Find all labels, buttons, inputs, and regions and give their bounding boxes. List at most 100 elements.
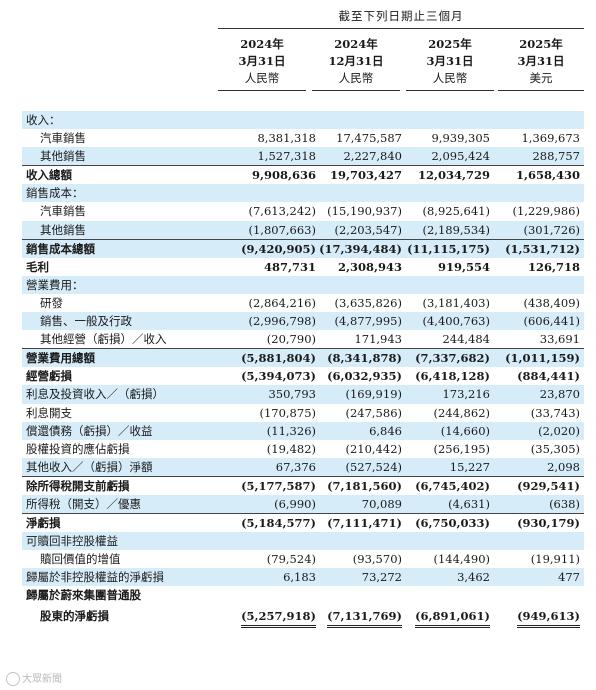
column-header-4: 2025年 3月31日 美元 xyxy=(498,36,584,91)
row-value: 350,793 xyxy=(268,387,316,402)
row-value: (301,726) xyxy=(523,222,580,237)
row-value: (949,613) xyxy=(517,607,580,628)
column-rule xyxy=(218,90,306,91)
statement-row: 汽車銷售 (7,613,242) (15,190,937) (8,925,641) (1… xyxy=(22,202,584,220)
row-label: 汽車銷售 xyxy=(40,204,86,219)
row-value: (7,131,769) xyxy=(327,607,402,628)
row-value: 8,381,318 xyxy=(257,131,316,146)
row-label: 歸屬於非控股權益的淨虧損 xyxy=(26,570,164,585)
row-value: (4,631) xyxy=(448,496,490,511)
row-label: 銷售、一般及行政 xyxy=(40,314,132,329)
row-value: (5,184,577) xyxy=(241,516,316,531)
row-value: (33,743) xyxy=(530,405,580,420)
statement-row: 其他經營（虧損）／收入 (20,790) 171,943 244,484 33,691 xyxy=(22,330,584,348)
statement-row: 營業費用： xyxy=(22,275,584,294)
watermark-text: 大眾新聞 xyxy=(22,674,62,685)
statement-row: 收入： xyxy=(22,111,584,130)
row-value: (3,181,403) xyxy=(422,295,490,310)
row-label: 歸屬於蔚來集團普通股 xyxy=(26,588,141,603)
row-value: 244,484 xyxy=(442,332,490,347)
column-year: 2025年 xyxy=(428,37,472,51)
row-value: (93,570) xyxy=(352,552,402,567)
row-label: 償還債務（虧損）／收益 xyxy=(26,423,153,438)
row-value: 33,691 xyxy=(539,332,580,347)
row-value: (144,490) xyxy=(433,552,490,567)
statement-row: 銷售成本： xyxy=(22,184,584,203)
row-value: (7,613,242) xyxy=(248,204,316,219)
column-year: 2024年 xyxy=(240,37,284,51)
row-label: 其他銷售 xyxy=(40,222,86,237)
row-value: 19,703,427 xyxy=(329,168,402,183)
row-value: 126,718 xyxy=(527,259,580,274)
statement-row: 除所得稅開支前虧損 (5,177,587) (7,181,560) (6,745,40… xyxy=(22,475,584,495)
row-label: 利息開支 xyxy=(26,405,72,420)
row-value: 3,462 xyxy=(457,570,490,585)
statement-row: 研發 (2,864,216) (3,635,826) (3,181,403) (438,… xyxy=(22,294,584,312)
row-value: (6,745,402) xyxy=(415,478,490,493)
statement-row: 經營虧損 (5,394,073) (6,032,935) (6,418,128) (88… xyxy=(22,367,584,385)
row-label: 經營虧損 xyxy=(26,369,72,384)
statement-row: 歸屬於非控股權益的淨虧損 6,183 73,272 3,462 477 xyxy=(22,568,584,587)
column-currency: 人民幣 xyxy=(244,71,280,85)
row-value: (606,441) xyxy=(523,314,580,329)
row-value: (930,179) xyxy=(517,516,580,531)
period-header-rule xyxy=(218,28,584,29)
row-value: 15,227 xyxy=(449,459,490,474)
statement-row: 銷售、一般及行政 (2,996,798) (4,877,995) (4,400,763… xyxy=(22,312,584,331)
row-value: 919,554 xyxy=(437,259,490,274)
row-value: (210,442) xyxy=(345,441,402,456)
row-value: (170,875) xyxy=(259,405,316,420)
statement-row: 利息及投資收入／（虧損） 350,793 (169,919) 173,216 23,87… xyxy=(22,385,584,404)
column-date: 3月31日 xyxy=(517,54,565,68)
row-value: 1,527,318 xyxy=(257,149,316,164)
row-label: 其他銷售 xyxy=(40,149,86,164)
row-value: (2,020) xyxy=(538,423,580,438)
row-value: 487,731 xyxy=(263,259,316,274)
column-header-2: 2024年 12月31日 人民幣 xyxy=(312,36,400,91)
row-value: 6,183 xyxy=(283,570,316,585)
statement-row: 可贖回非控股權益 xyxy=(22,532,584,551)
column-year: 2024年 xyxy=(334,37,378,51)
row-value: 173,216 xyxy=(442,387,490,402)
column-rule xyxy=(498,90,584,91)
row-value: (15,190,937) xyxy=(327,204,402,219)
row-value: (527,524) xyxy=(345,459,402,474)
row-value: 1,369,673 xyxy=(521,131,580,146)
row-label: 股權投資的應佔虧損 xyxy=(26,441,130,456)
row-value: (14,660) xyxy=(440,423,490,438)
statement-row: 利息開支 (170,875) (247,586) (244,862) (33,743) xyxy=(22,404,584,422)
period-header: 截至下列日期止三個月 xyxy=(338,9,464,23)
statement-row: 汽車銷售 8,381,318 17,475,587 9,939,305 1,369,67… xyxy=(22,129,584,147)
row-value: 2,308,943 xyxy=(337,259,402,274)
row-label: 除所得稅開支前虧損 xyxy=(26,478,130,493)
row-value: 12,034,729 xyxy=(417,168,490,183)
row-value: 70,089 xyxy=(361,496,402,511)
column-currency: 人民幣 xyxy=(432,71,468,85)
statement-row: 償還債務（虧損）／收益 (11,326) 6,846 (14,660) (2,020) xyxy=(22,421,584,440)
row-value: (438,409) xyxy=(523,295,580,310)
row-value: (929,541) xyxy=(517,478,580,493)
row-value: 477 xyxy=(558,570,580,585)
row-label: 收入： xyxy=(26,113,61,127)
row-value: (5,177,587) xyxy=(241,478,316,493)
column-currency: 美元 xyxy=(529,71,553,85)
row-value: 2,095,424 xyxy=(431,149,490,164)
row-value: (2,189,534) xyxy=(422,222,490,237)
column-rule xyxy=(312,90,400,91)
statement-row: 毛利 487,731 2,308,943 919,554 126,718 xyxy=(22,258,584,276)
row-label: 研發 xyxy=(40,295,63,310)
row-value: 17,475,587 xyxy=(336,131,402,146)
column-date: 12月31日 xyxy=(328,54,384,68)
income-statement-table: 收入： 汽車銷售 8,381,318 17,475,587 9,939,305 1,369… xyxy=(22,111,584,628)
row-value: (7,111,471) xyxy=(327,516,402,531)
row-value: (2,203,547) xyxy=(334,222,402,237)
statement-row: 股東的淨虧損 (5,257,918) (7,131,769) (6,891,061) (… xyxy=(22,607,584,628)
row-value: (6,990) xyxy=(274,496,316,511)
row-value: (11,326) xyxy=(266,423,316,438)
column-header-3: 2025年 3月31日 人民幣 xyxy=(406,36,494,91)
column-date: 3月31日 xyxy=(426,54,474,68)
row-value: (1,229,986) xyxy=(512,204,580,219)
row-value: (4,400,763) xyxy=(422,314,490,329)
row-value: 23,870 xyxy=(539,387,580,402)
